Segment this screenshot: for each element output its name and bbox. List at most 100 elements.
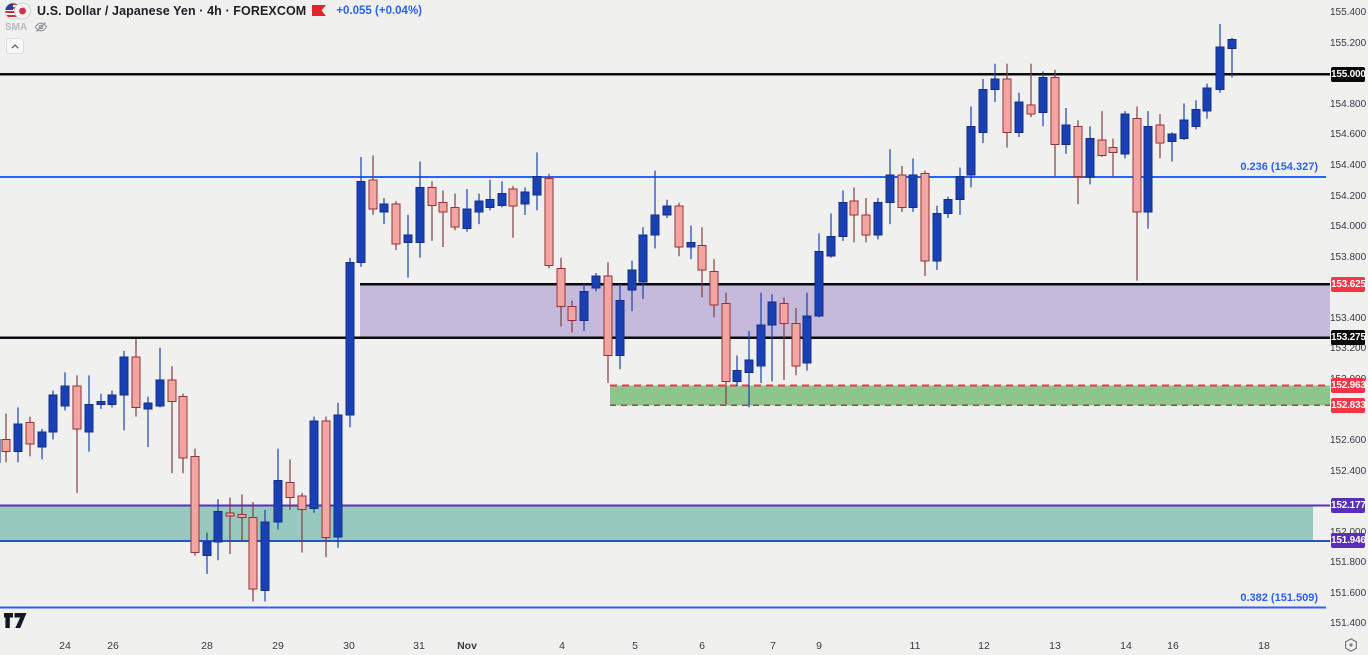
price-axis[interactable]: 155.400 155.200 154.800 154.600 154.400 154.2…: [1330, 0, 1368, 637]
candle-body: [932, 212, 942, 262]
symbol-legend[interactable]: U.S. Dollar / Japanese Yen · 4h · FOREXC…: [4, 2, 422, 20]
time-tick-label: 4: [559, 640, 565, 652]
eye-hidden-icon[interactable]: [34, 21, 48, 33]
candle-body: [485, 199, 495, 208]
candle: [838, 190, 848, 241]
price-tick-label: 152.000: [1330, 526, 1367, 538]
candle: [1014, 92, 1024, 137]
candle: [309, 416, 319, 513]
candle: [1227, 37, 1237, 78]
time-tick-label: 14: [1120, 640, 1132, 652]
candle: [861, 198, 871, 243]
candle: [391, 201, 401, 251]
candle-body: [1155, 124, 1165, 144]
fib-0236-label[interactable]: 0.236 (154.327): [1240, 161, 1318, 174]
candle-body: [131, 356, 141, 408]
candle: [508, 185, 518, 238]
candle-body: [213, 510, 223, 543]
candle-body: [190, 455, 200, 553]
time-tick-label: 28: [201, 640, 213, 652]
candle-body: [849, 200, 859, 216]
candle: [908, 158, 918, 212]
fib-0382-label[interactable]: 0.382 (151.509): [1240, 591, 1318, 604]
candle-body: [897, 174, 907, 208]
candle-body: [225, 512, 235, 517]
candle-body: [814, 251, 824, 317]
candle-body: [450, 206, 460, 228]
candle: [885, 149, 895, 225]
candle-body: [756, 324, 766, 367]
candle-body: [248, 516, 258, 590]
candle: [1143, 111, 1153, 229]
symbol-title[interactable]: U.S. Dollar / Japanese Yen · 4h · FOREXC…: [37, 4, 307, 18]
candle: [438, 190, 448, 247]
candle-body: [415, 186, 425, 243]
candle: [520, 187, 530, 215]
candle: [756, 292, 766, 383]
candle: [955, 167, 965, 215]
candle: [978, 79, 988, 144]
candle-body: [60, 385, 70, 407]
price-level-pill: 153.625: [1331, 276, 1366, 292]
candle: [13, 407, 23, 463]
candle-body: [861, 214, 871, 236]
candle-body: [379, 203, 389, 213]
candle: [285, 459, 295, 510]
candle: [1073, 120, 1083, 205]
candle: [990, 63, 1000, 102]
candle-body: [990, 78, 1000, 91]
candle-body: [1097, 139, 1107, 156]
candle: [1002, 63, 1012, 148]
candle: [721, 292, 731, 405]
supply-zone[interactable]: [360, 284, 1330, 338]
candle: [1, 413, 11, 463]
demand-zone[interactable]: [610, 385, 1330, 406]
tradingview-logo[interactable]: [3, 611, 28, 630]
candle-body: [508, 188, 518, 207]
legend-collapse-button[interactable]: [6, 38, 24, 54]
candle-body: [650, 214, 660, 236]
candle: [462, 189, 472, 232]
candle: [532, 152, 542, 211]
candle-body: [779, 303, 789, 324]
candle: [450, 193, 460, 231]
price-tick-label: 153.800: [1330, 251, 1367, 263]
candle: [1132, 106, 1142, 281]
chart-canvas[interactable]: [0, 0, 1330, 637]
candle: [167, 366, 177, 474]
candle: [1061, 108, 1071, 154]
price-scale-settings-icon[interactable]: [1343, 637, 1359, 653]
candle-body: [462, 208, 472, 230]
candle-body: [520, 191, 530, 205]
time-tick-label: 13: [1049, 640, 1061, 652]
candle-body: [966, 125, 976, 176]
candle-body: [955, 176, 965, 201]
candle: [932, 205, 942, 270]
candle-body: [686, 241, 696, 248]
candle-body: [72, 385, 82, 430]
candle-body: [438, 202, 448, 213]
candle-body: [237, 513, 247, 518]
candle: [567, 300, 577, 333]
time-axis[interactable]: 24 26 28 29 30 31 Nov 4 5 6 7 9 11 12 13 14 16 18: [0, 637, 1368, 655]
candle: [686, 225, 696, 260]
candle-body: [1002, 78, 1012, 133]
candle-body: [427, 186, 437, 207]
candle: [603, 262, 613, 383]
candle-body: [1061, 124, 1071, 146]
indicator-legend[interactable]: SMA: [5, 21, 48, 33]
candle: [48, 390, 58, 440]
candle-body: [1215, 46, 1225, 91]
candle: [591, 273, 601, 292]
candle-body: [202, 541, 212, 556]
candle-body: [84, 403, 94, 433]
candle: [403, 214, 413, 278]
sma-indicator-label[interactable]: SMA: [5, 21, 28, 33]
candle: [474, 193, 484, 225]
candle: [556, 257, 566, 327]
candle-body: [662, 205, 672, 216]
candle-body: [1026, 104, 1036, 115]
price-level-pill: 153.275: [1331, 330, 1366, 346]
candle-body: [579, 290, 589, 321]
candle-body: [309, 420, 319, 509]
